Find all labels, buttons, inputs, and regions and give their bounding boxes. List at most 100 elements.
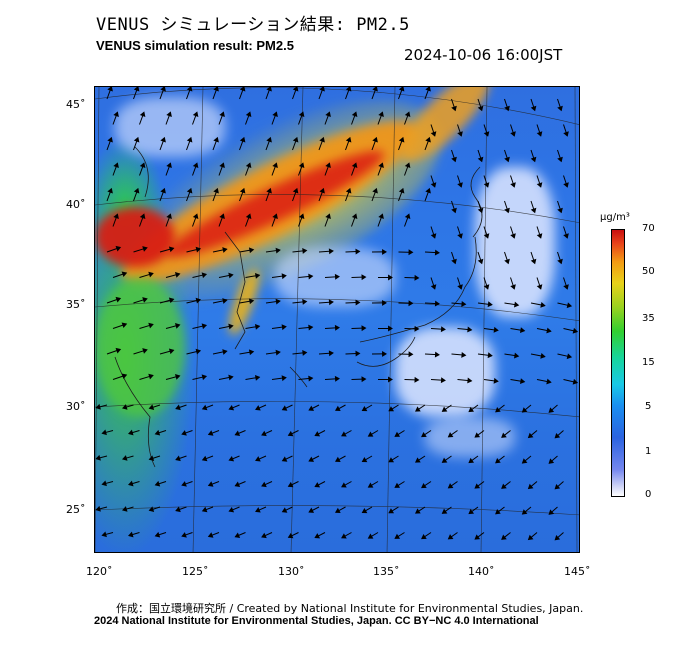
wind-arrow-head (513, 301, 520, 308)
wind-arrow-head (546, 327, 552, 334)
wind-arrow-head (474, 432, 481, 438)
wind-arrow-head (148, 404, 155, 410)
wind-arrow-head (128, 531, 134, 538)
wind-arrow-head (275, 247, 281, 254)
wind-arrow-head (195, 246, 202, 253)
wind-arrow-head (404, 162, 411, 168)
wind-arrow-head (434, 300, 440, 307)
wind-arrow-head (219, 213, 225, 219)
wind-arrow-head (308, 456, 315, 462)
wind-arrow-head (192, 213, 199, 219)
wind-arrow-head (504, 207, 510, 214)
wind-arrow-head (154, 429, 161, 436)
wind-arrow-head (361, 457, 368, 463)
lat-label-45: 45˚ (66, 98, 86, 111)
wind-arrow-head (521, 458, 528, 464)
wind-arrow-head (219, 111, 225, 117)
wind-arrow-head (430, 233, 437, 239)
wind-arrow-head (504, 156, 510, 163)
wind-arrow-head (398, 187, 405, 194)
wind-arrow-head (487, 301, 493, 308)
wind-arrow-head (421, 482, 427, 489)
map-frame (94, 86, 580, 553)
wind-arrow-head (261, 430, 267, 437)
wind-arrow-head (457, 182, 463, 188)
wind-arrow-head (394, 482, 401, 488)
clean-air-patch-1 (475, 167, 555, 317)
colorbar-tick-0: 0 (645, 489, 652, 500)
wind-arrow-head (186, 136, 193, 143)
wind-arrow-head (160, 187, 166, 194)
wind-arrow-head (239, 136, 246, 143)
wind-arrow-head (192, 111, 199, 117)
colorbar-tick-70: 70 (642, 223, 655, 234)
wind-arrow-head (148, 506, 155, 512)
wind-arrow-head (501, 483, 507, 489)
wind-arrow-head (175, 506, 181, 513)
wind-arrow-head (430, 131, 437, 137)
wind-arrow-head (228, 323, 234, 330)
wind-arrow-head (207, 481, 214, 487)
wind-arrow-head (361, 325, 367, 332)
wind-arrow-head (308, 375, 314, 382)
wind-arrow-head (115, 347, 122, 354)
wind-arrow-head (201, 455, 208, 462)
wind-arrow-head (355, 248, 361, 255)
clean-air-patch-5 (425, 417, 515, 457)
colorbar-unit: μg/m³ (600, 212, 630, 223)
wind-arrow-head (388, 376, 393, 383)
wind-arrow-head (219, 162, 225, 168)
wind-arrow-head (245, 213, 252, 219)
wind-arrow-head (430, 284, 437, 290)
wind-arrow-head (510, 182, 516, 188)
lon-label-145: 145˚ (564, 565, 591, 578)
lon-label-130: 130˚ (278, 565, 305, 578)
wind-arrow-head (404, 111, 411, 117)
wind-arrow-head (451, 207, 457, 214)
wind-arrow-head (451, 156, 457, 163)
lon-label-120: 120˚ (86, 565, 113, 578)
wind-arrow-head (467, 326, 473, 333)
wind-arrow-head (394, 431, 401, 437)
wind-arrow-head (536, 233, 543, 239)
wind-arrow-head (495, 458, 501, 464)
wind-arrow-head (314, 482, 321, 488)
wind-arrow-head (239, 187, 246, 194)
wind-arrow-head (248, 349, 255, 356)
wind-arrow-head (457, 233, 463, 239)
wind-arrow-head (254, 272, 261, 279)
wind-arrow-head (272, 213, 278, 219)
wind-arrow-head (461, 300, 467, 307)
wind-arrow-head (440, 377, 446, 384)
wind-arrow-head (319, 136, 325, 143)
wind-arrow-head (314, 533, 321, 539)
wind-arrow-head (148, 455, 155, 461)
wind-arrow-head (441, 406, 448, 412)
wind-arrow-head (341, 431, 347, 437)
wind-arrows (95, 87, 579, 541)
wind-arrow-head (477, 207, 484, 214)
wind-arrow-head (107, 136, 113, 143)
wind-arrow-head (548, 407, 555, 413)
wind-arrow-head (325, 162, 331, 168)
wind-arrow-head (192, 162, 199, 168)
wind-arrow-head (160, 87, 166, 92)
credit-line-1: 作成：国立環境研究所 / Created by National Institu… (116, 602, 584, 615)
wind-arrow-head (113, 213, 119, 219)
wind-arrow-head (168, 348, 175, 355)
wind-arrow-head (181, 532, 187, 538)
wind-arrow-head (128, 480, 134, 487)
wind-arrow-head (557, 258, 563, 265)
wind-arrow-head (222, 298, 228, 304)
wind-arrow-head (101, 531, 107, 538)
wind-arrow-head (254, 374, 261, 381)
wind-arrow-head (266, 187, 272, 194)
wind-arrow-head (563, 284, 569, 290)
title-japanese: VENUS シミュレーション結果: PM2.5 (96, 15, 410, 35)
wind-arrow-head (168, 297, 175, 304)
wind-arrow-head (451, 105, 457, 112)
wind-arrow-head (414, 406, 421, 412)
wind-arrow-head (468, 406, 475, 413)
clean-air-patch-2 (395, 327, 495, 417)
wind-arrow-head (255, 507, 261, 513)
